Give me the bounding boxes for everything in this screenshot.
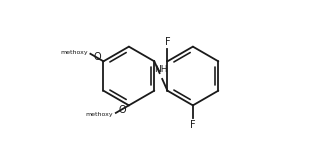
Text: F: F xyxy=(165,37,170,47)
Text: F: F xyxy=(190,120,196,130)
Text: O: O xyxy=(93,52,100,62)
Text: methoxy: methoxy xyxy=(86,112,113,117)
Text: NH: NH xyxy=(154,65,168,74)
Text: O: O xyxy=(118,105,126,115)
Text: methoxy: methoxy xyxy=(60,50,88,55)
